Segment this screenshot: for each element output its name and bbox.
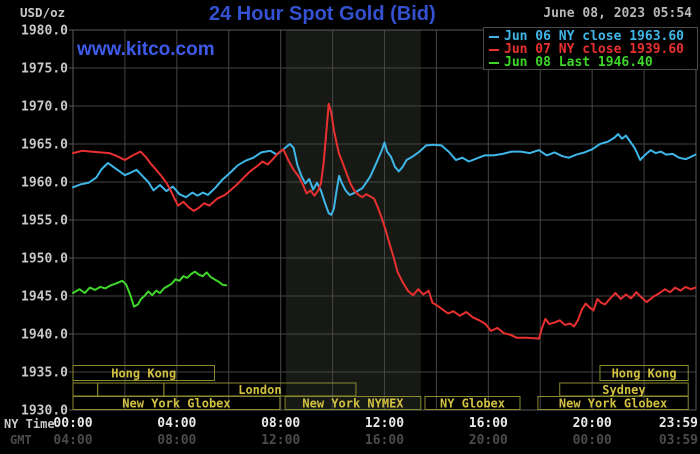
session-box bbox=[284, 396, 422, 410]
chart-legend: Jun 06 NY close 1963.60 Jun 07 NY close … bbox=[483, 27, 698, 70]
jun06-price-line bbox=[72, 133, 697, 216]
session-label: NY Globex bbox=[440, 397, 505, 411]
session-label: New York NYMEX bbox=[302, 397, 404, 411]
legend-item-jun08: Jun 08 Last 1946.40 bbox=[489, 55, 697, 70]
jun08-price-line bbox=[72, 270, 228, 308]
ny-time-tick-label: 12:00 bbox=[365, 416, 404, 431]
ny-time-tick-label: 00:00 bbox=[53, 416, 92, 431]
ny-time-tick-label: 16:00 bbox=[469, 416, 508, 431]
gmt-tick-label: 20:00 bbox=[469, 433, 508, 448]
ny-time-tick-label: 04:00 bbox=[157, 416, 196, 431]
session-box bbox=[72, 365, 215, 381]
ny-time-tick-label: 20:00 bbox=[573, 416, 612, 431]
y-tick-label: 1945.0 bbox=[21, 290, 68, 305]
jun08-line-swatch-icon bbox=[489, 61, 499, 64]
session-label: Hong Kong bbox=[612, 367, 677, 381]
gmt-tick-label: 12:00 bbox=[261, 433, 300, 448]
jun06-line-swatch-icon bbox=[489, 35, 499, 38]
session-label: New York Globex bbox=[559, 397, 667, 411]
session-box bbox=[72, 382, 99, 397]
gmt-tick-label: 08:00 bbox=[157, 433, 196, 448]
ny-time-tick-label: 08:00 bbox=[261, 416, 300, 431]
page-title: 24 Hour Spot Gold (Bid) bbox=[209, 3, 436, 25]
ny-time-axis-label: NY Time bbox=[4, 417, 55, 431]
y-tick-label: 1940.0 bbox=[21, 328, 68, 343]
y-tick-label: 1950.0 bbox=[21, 252, 68, 267]
session-label: London bbox=[238, 383, 281, 397]
gmt-tick-label: 04:00 bbox=[53, 433, 92, 448]
legend-label: Jun 07 NY close 1939.60 bbox=[504, 42, 685, 57]
gmt-tick-label: 16:00 bbox=[365, 433, 404, 448]
session-label: Hong Kong bbox=[111, 367, 176, 381]
jun07-line-swatch-icon bbox=[489, 48, 499, 51]
session-box bbox=[72, 396, 281, 410]
y-axis-units-label: USD/oz bbox=[20, 5, 66, 20]
jun07-price-line bbox=[72, 102, 697, 340]
session-box bbox=[97, 382, 165, 397]
session-box bbox=[537, 396, 689, 410]
session-label: Sydney bbox=[602, 383, 645, 397]
y-tick-label: 1955.0 bbox=[21, 214, 68, 229]
y-tick-label: 1965.0 bbox=[21, 138, 68, 153]
y-tick-label: 1960.0 bbox=[21, 176, 68, 191]
legend-label: Jun 08 Last 1946.40 bbox=[504, 55, 653, 70]
session-box bbox=[424, 396, 521, 410]
legend-label: Jun 06 NY close 1963.60 bbox=[504, 29, 685, 44]
gmt-tick-label: 03:59 bbox=[659, 433, 698, 448]
chart-timestamp: June 08, 2023 05:54 bbox=[543, 6, 692, 21]
gmt-axis-label: GMT bbox=[10, 433, 32, 447]
legend-item-jun07: Jun 07 NY close 1939.60 bbox=[489, 42, 697, 57]
session-label: New York Globex bbox=[122, 397, 230, 411]
y-tick-label: 1980.0 bbox=[21, 24, 68, 39]
legend-item-jun06: Jun 06 NY close 1963.60 bbox=[489, 29, 697, 44]
y-tick-label: 1975.0 bbox=[21, 62, 68, 77]
gmt-tick-label: 00:00 bbox=[573, 433, 612, 448]
y-tick-label: 1930.0 bbox=[21, 404, 68, 419]
y-tick-label: 1970.0 bbox=[21, 100, 68, 115]
session-box bbox=[599, 365, 689, 381]
y-tick-label: 1935.0 bbox=[21, 366, 68, 381]
kitco-watermark-link[interactable]: www.kitco.com bbox=[77, 39, 215, 60]
ny-time-tick-label: 23:59 bbox=[659, 416, 698, 431]
